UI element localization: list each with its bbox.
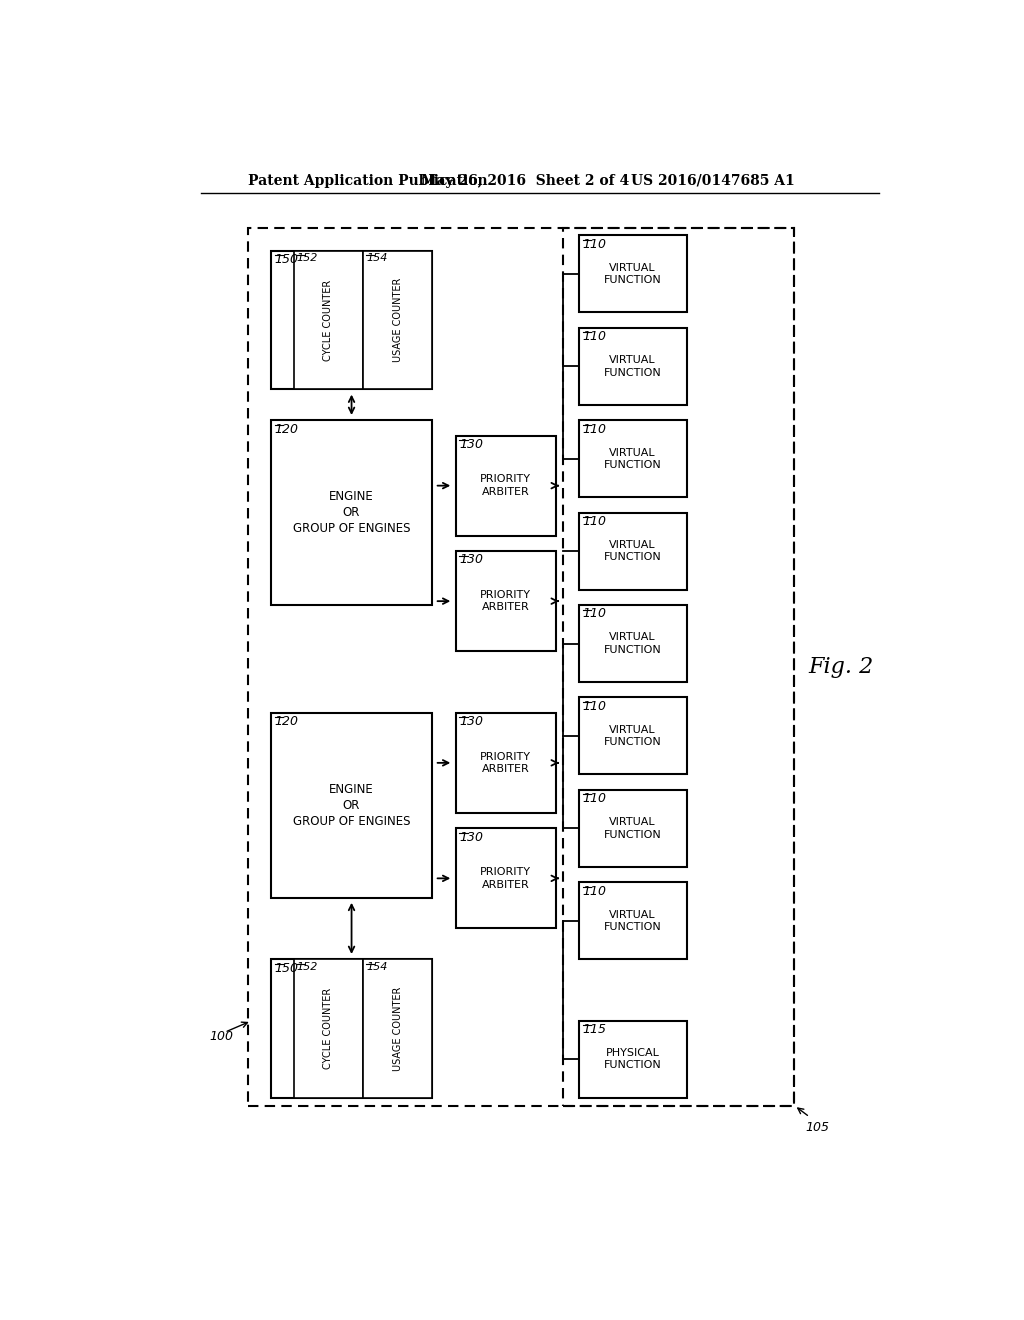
Text: Fig. 2: Fig. 2	[808, 656, 873, 677]
Text: 110: 110	[583, 422, 606, 436]
Text: 105: 105	[806, 1121, 829, 1134]
Bar	[364, 960, 432, 1098]
Bar	[579, 327, 686, 405]
Text: VIRTUAL
FUNCTION: VIRTUAL FUNCTION	[604, 540, 662, 562]
Text: VIRTUAL
FUNCTION: VIRTUAL FUNCTION	[604, 632, 662, 655]
Text: 120: 120	[274, 422, 299, 436]
Bar	[456, 713, 556, 813]
Text: 110: 110	[583, 515, 606, 528]
Text: 154: 154	[367, 961, 387, 972]
Bar	[364, 251, 432, 389]
Text: CYCLE COUNTER: CYCLE COUNTER	[324, 280, 334, 360]
Bar	[294, 251, 364, 389]
Text: USAGE COUNTER: USAGE COUNTER	[393, 279, 402, 362]
Text: VIRTUAL
FUNCTION: VIRTUAL FUNCTION	[604, 447, 662, 470]
Text: VIRTUAL
FUNCTION: VIRTUAL FUNCTION	[604, 725, 662, 747]
Text: May 26, 2016  Sheet 2 of 4: May 26, 2016 Sheet 2 of 4	[421, 174, 629, 187]
Text: 120: 120	[274, 715, 299, 729]
Text: 154: 154	[367, 253, 387, 263]
Bar	[579, 420, 686, 498]
Text: 110: 110	[583, 330, 606, 343]
Text: US 2016/0147685 A1: US 2016/0147685 A1	[631, 174, 795, 187]
Text: 130: 130	[460, 715, 483, 729]
Text: PHYSICAL
FUNCTION: PHYSICAL FUNCTION	[604, 1048, 662, 1071]
Text: VIRTUAL
FUNCTION: VIRTUAL FUNCTION	[604, 355, 662, 378]
Text: 110: 110	[583, 884, 606, 898]
Bar	[579, 235, 686, 313]
Text: ENGINE
OR
GROUP OF ENGINES: ENGINE OR GROUP OF ENGINES	[293, 490, 411, 535]
Text: PRIORITY
ARBITER: PRIORITY ARBITER	[480, 590, 531, 612]
Text: ENGINE
OR
GROUP OF ENGINES: ENGINE OR GROUP OF ENGINES	[293, 783, 411, 828]
Bar	[270, 420, 432, 605]
Bar	[579, 1020, 686, 1098]
Text: VIRTUAL
FUNCTION: VIRTUAL FUNCTION	[604, 909, 662, 932]
Bar	[270, 251, 432, 389]
Text: 152: 152	[297, 961, 318, 972]
Bar	[579, 697, 686, 775]
Bar	[294, 960, 364, 1098]
Text: 130: 130	[460, 438, 483, 451]
Text: 110: 110	[583, 238, 606, 251]
Bar	[456, 436, 556, 536]
Text: 110: 110	[583, 607, 606, 620]
Text: 152: 152	[297, 253, 318, 263]
Text: Patent Application Publication: Patent Application Publication	[248, 174, 487, 187]
Text: CYCLE COUNTER: CYCLE COUNTER	[324, 987, 334, 1069]
Text: 150: 150	[274, 253, 299, 267]
Text: PRIORITY
ARBITER: PRIORITY ARBITER	[480, 867, 531, 890]
Text: 100: 100	[209, 1030, 233, 1043]
Bar	[563, 227, 795, 1106]
Text: VIRTUAL
FUNCTION: VIRTUAL FUNCTION	[604, 263, 662, 285]
Text: VIRTUAL
FUNCTION: VIRTUAL FUNCTION	[604, 817, 662, 840]
Bar	[456, 829, 556, 928]
Bar	[579, 605, 686, 682]
Text: 150: 150	[274, 961, 299, 974]
Bar	[579, 882, 686, 960]
Bar	[270, 713, 432, 898]
Text: 110: 110	[583, 700, 606, 713]
Bar	[579, 512, 686, 590]
Text: 130: 130	[460, 830, 483, 843]
Bar	[579, 789, 686, 867]
Bar	[248, 227, 795, 1106]
Bar	[270, 960, 432, 1098]
Text: USAGE COUNTER: USAGE COUNTER	[393, 986, 402, 1071]
Bar	[456, 552, 556, 651]
Text: 130: 130	[460, 553, 483, 566]
Text: 110: 110	[583, 792, 606, 805]
Text: PRIORITY
ARBITER: PRIORITY ARBITER	[480, 751, 531, 774]
Text: PRIORITY
ARBITER: PRIORITY ARBITER	[480, 474, 531, 496]
Text: 115: 115	[583, 1023, 606, 1036]
